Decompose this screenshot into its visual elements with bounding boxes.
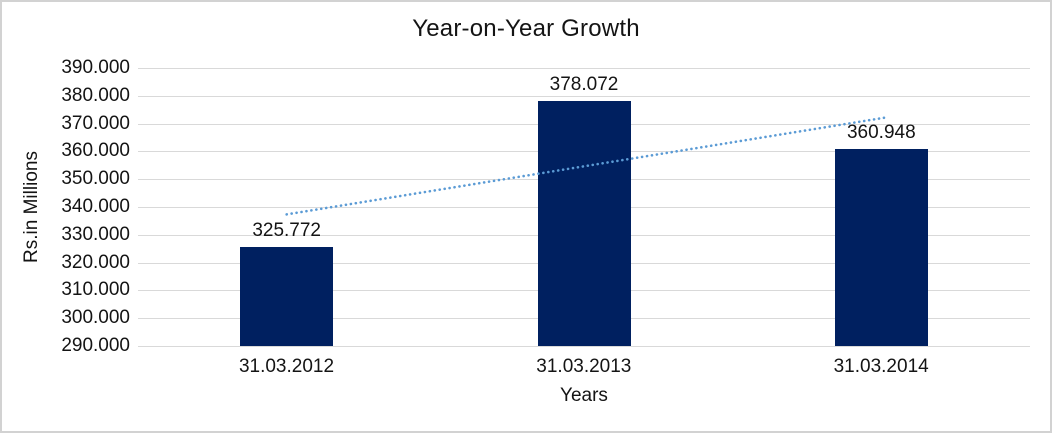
- y-tick-label: 310.000: [61, 279, 130, 301]
- gridline: [138, 95, 1030, 97]
- x-axis-title: Years: [560, 385, 608, 406]
- x-category-label: 31.03.2014: [833, 356, 929, 377]
- y-tick-label: 350.000: [61, 168, 130, 190]
- y-tick-label: 300.000: [61, 307, 130, 329]
- y-tick-label: 360.000: [61, 140, 130, 162]
- bar: [240, 246, 334, 346]
- chart-title: Year-on-Year Growth: [412, 15, 640, 42]
- bar-value-label: 378.072: [549, 74, 619, 96]
- y-tick-label: 390.000: [61, 57, 130, 78]
- gridline: [138, 68, 1030, 69]
- bar: [537, 101, 631, 346]
- bar-value-label: 360.948: [846, 121, 916, 143]
- y-tick-label: 290.000: [61, 335, 130, 356]
- bar: [834, 148, 928, 346]
- y-tick-label: 370.000: [61, 112, 130, 134]
- gridline: [138, 346, 1030, 347]
- bar-value-label: 325.772: [252, 219, 321, 241]
- y-tick-label: 320.000: [61, 251, 130, 273]
- x-category-label: 31.03.2013: [536, 356, 632, 377]
- y-tick-label: 340.000: [61, 196, 130, 217]
- x-category-label: 31.03.2012: [238, 356, 335, 377]
- y-tick-label: 380.000: [61, 84, 130, 106]
- y-tick-label: 330.000: [61, 223, 130, 245]
